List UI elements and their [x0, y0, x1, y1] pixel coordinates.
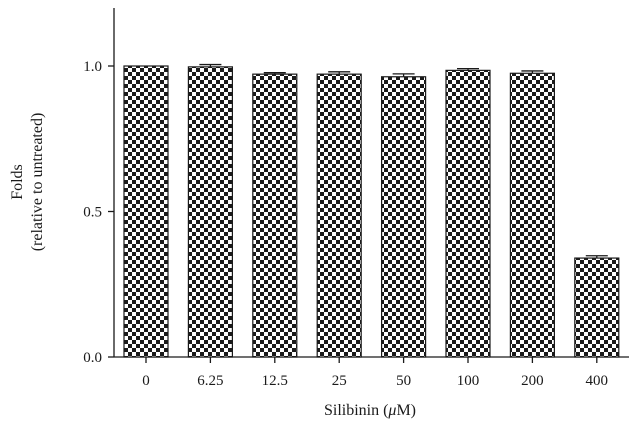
bar	[381, 76, 427, 358]
bar	[187, 66, 233, 358]
error-bars	[199, 63, 608, 259]
bar	[123, 65, 169, 358]
x-tick-label: 0	[142, 373, 150, 389]
x-tick-label: 100	[457, 373, 480, 389]
y-ticks: 0.0 0.5 1.0	[83, 59, 114, 366]
x-tick-label: 12.5	[262, 373, 288, 389]
y-axis-title-line1: Folds	[9, 164, 26, 200]
bar	[252, 73, 298, 358]
y-tick-label: 0.5	[83, 205, 102, 221]
x-tick-label: 400	[586, 373, 609, 389]
x-axis-title: Silibinin (μM)	[324, 402, 416, 419]
y-tick-label: 0.0	[83, 350, 102, 366]
bar	[509, 72, 555, 358]
x-tick-label: 6.25	[197, 373, 223, 389]
x-tick-label: 25	[332, 373, 347, 389]
bar	[316, 73, 362, 358]
bar	[445, 69, 491, 358]
y-axis-title: Folds (relative to untreated)	[9, 113, 46, 252]
x-tick-label: 200	[521, 373, 544, 389]
bar	[574, 257, 620, 358]
y-tick-label: 1.0	[83, 59, 102, 75]
x-ticks: 0 6.25 12.5 25 50 100 200 400	[142, 357, 608, 389]
y-axis-title-line2: (relative to untreated)	[29, 113, 46, 252]
bars	[123, 65, 620, 358]
x-tick-label: 50	[396, 373, 411, 389]
